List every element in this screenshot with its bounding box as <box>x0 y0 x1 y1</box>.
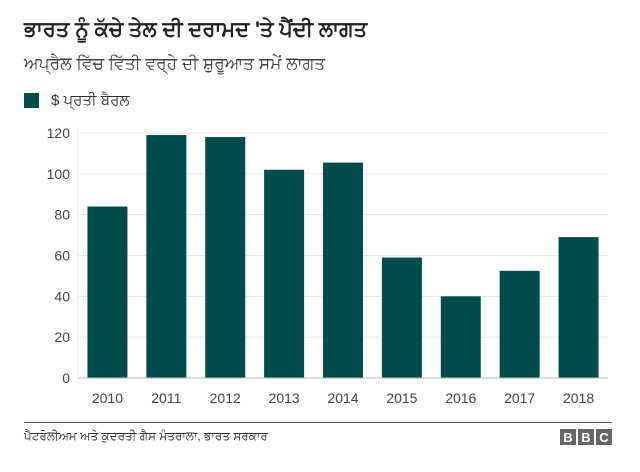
x-tick-label: 2017 <box>504 390 535 406</box>
x-tick-label: 2011 <box>151 390 181 406</box>
bar-chart: 0 20 40 60 80 100 120 2010 2011 2012 2013 2014 2015 2… <box>47 125 608 406</box>
bar-2017 <box>499 270 540 378</box>
chart-title: ਭਾਰਤ ਨੂੰ ਕੱਚੇ ਤੇਲ ਦੀ ਦਰਾਮਦ 'ਤੇ ਪੈਂਦੀ ਲਾਗ… <box>24 18 368 41</box>
bar-2012 <box>205 137 246 378</box>
x-tick-label: 2015 <box>386 390 417 406</box>
footer-divider <box>24 422 612 423</box>
y-tick-label: 0 <box>62 370 70 386</box>
y-tick-label: 120 <box>47 125 71 141</box>
x-tick-label: 2010 <box>92 390 123 406</box>
bar-2014 <box>323 162 363 378</box>
bar-2013 <box>264 169 305 378</box>
bar-2016 <box>440 296 481 378</box>
source-note: ਪੈਟਰੋਲੀਅਮ ਅਤੇ ਕੁਦਰਤੀ ਗੈਸ ਮੰਤਰਾਲਾ, ਭਾਰਤ ਸ… <box>24 429 268 443</box>
x-tick-label: 2014 <box>327 390 358 406</box>
bar-2015 <box>381 257 422 378</box>
y-tick-label: 60 <box>54 248 70 264</box>
legend-label: $ ਪ੍ਰਤੀ ਬੈਰਲ <box>51 92 130 109</box>
bar-2018 <box>558 237 599 378</box>
y-tick-label: 40 <box>54 288 70 304</box>
legend: $ ਪ੍ਰਤੀ ਬੈਰਲ <box>24 92 130 109</box>
x-tick-label: 2013 <box>269 390 300 406</box>
chart-subtitle: ਅਪ੍ਰੈਲ ਵਿੱਚ ਵਿੱਤੀ ਵਰ੍ਹੇ ਦੀ ਸ਼ੁਰੂਆਤ ਸਮੇਂ … <box>24 54 326 73</box>
x-tick-label: 2018 <box>563 390 594 406</box>
logo-letter: B <box>560 429 576 445</box>
legend-swatch <box>24 93 39 108</box>
logo-letter: B <box>578 429 594 445</box>
y-tick-label: 20 <box>54 329 70 345</box>
y-tick-label: 100 <box>47 166 71 182</box>
y-tick-label: 80 <box>54 207 70 223</box>
bar-2010 <box>87 206 128 378</box>
bar-2011 <box>146 135 187 378</box>
x-tick-label: 2012 <box>210 390 241 406</box>
bbc-logo: B B C <box>560 429 612 445</box>
logo-letter: C <box>596 429 612 445</box>
x-tick-label: 2016 <box>445 390 476 406</box>
